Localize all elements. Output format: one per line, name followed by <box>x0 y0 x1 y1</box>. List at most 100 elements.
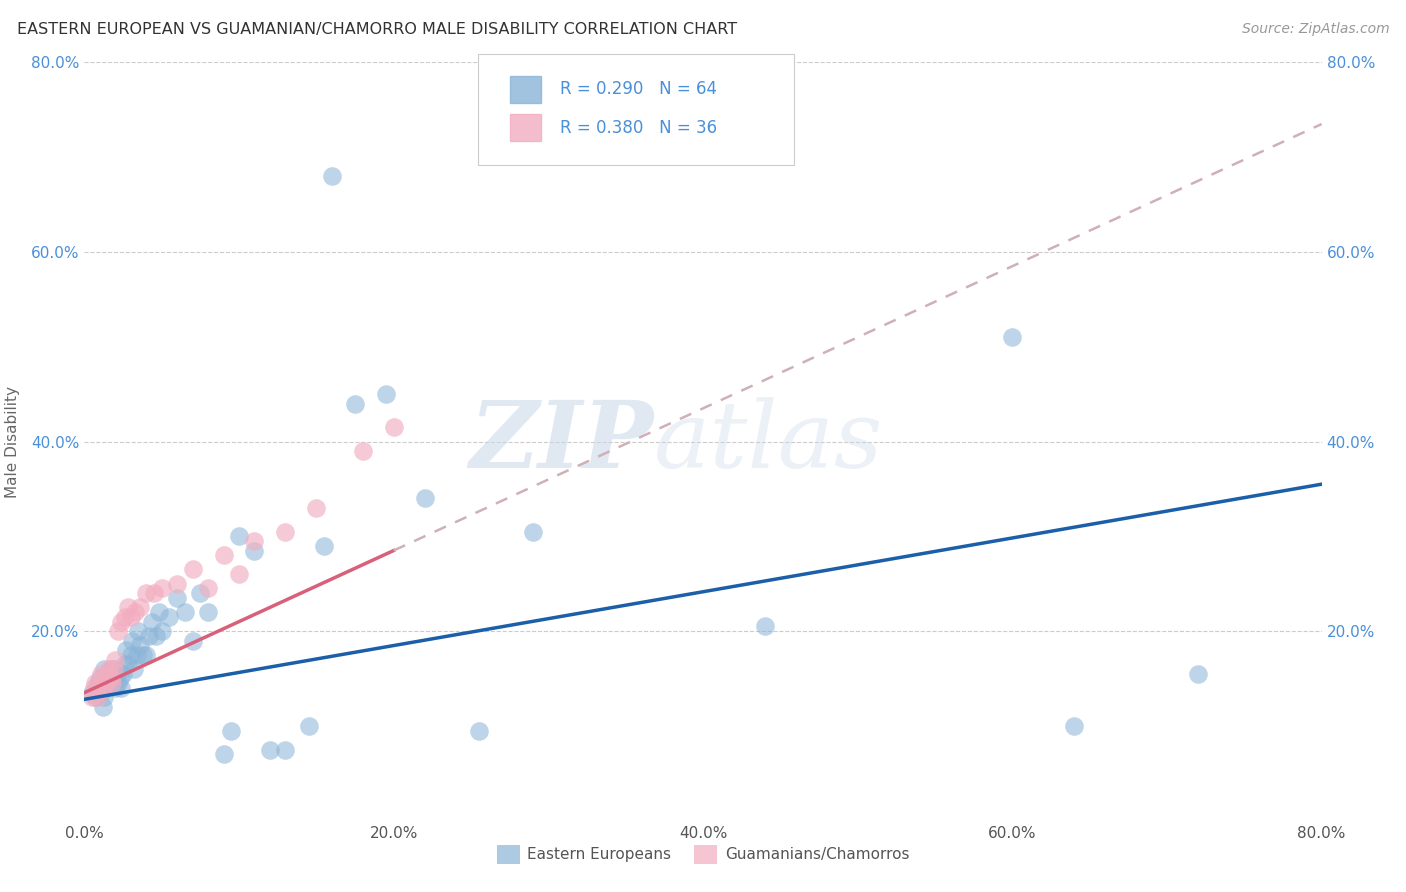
Point <box>103 662 125 676</box>
Point <box>94 676 117 690</box>
Point <box>181 633 204 648</box>
Point <box>143 586 166 600</box>
Point <box>125 648 148 662</box>
Point <box>96 666 118 681</box>
Point <box>1063 719 1085 733</box>
Point <box>1001 330 1024 344</box>
Point <box>382 420 405 434</box>
Point <box>121 633 143 648</box>
Point <box>84 690 107 705</box>
Point <box>115 643 138 657</box>
Point <box>107 676 129 690</box>
Point <box>1187 666 1209 681</box>
Point <box>82 690 104 705</box>
Point <box>91 699 114 714</box>
Point <box>141 615 163 629</box>
Point <box>129 638 152 652</box>
Point <box>228 567 250 582</box>
Point <box>98 676 121 690</box>
Text: ZIP: ZIP <box>470 397 654 486</box>
Point <box>89 676 111 690</box>
Point <box>352 444 374 458</box>
Point <box>100 672 122 686</box>
Point <box>166 576 188 591</box>
Point <box>297 719 319 733</box>
Point <box>117 657 139 672</box>
Point <box>86 681 108 695</box>
Point <box>754 619 776 633</box>
Point <box>122 662 145 676</box>
Point <box>107 624 129 639</box>
Point <box>108 672 131 686</box>
Point <box>124 605 146 619</box>
Point <box>82 686 104 700</box>
Point <box>120 648 142 662</box>
Point <box>91 672 114 686</box>
Point <box>98 662 121 676</box>
Point <box>101 676 124 690</box>
Point <box>181 562 204 576</box>
Point <box>138 629 160 643</box>
Point <box>90 686 112 700</box>
Point <box>96 672 118 686</box>
Point <box>127 624 149 639</box>
Legend: Eastern Europeans, Guamanians/Chamorros: Eastern Europeans, Guamanians/Chamorros <box>491 839 915 870</box>
Point <box>135 648 157 662</box>
Point <box>117 600 139 615</box>
Point <box>321 169 343 184</box>
Point <box>243 543 266 558</box>
Text: Source: ZipAtlas.com: Source: ZipAtlas.com <box>1241 22 1389 37</box>
Point <box>112 666 135 681</box>
Point <box>89 672 111 686</box>
Point <box>274 524 297 539</box>
Point <box>104 662 127 676</box>
Point <box>132 648 155 662</box>
Point <box>129 600 152 615</box>
Point <box>243 534 266 549</box>
Point <box>100 662 122 676</box>
Point <box>87 690 110 705</box>
Point <box>96 666 118 681</box>
Point <box>212 548 235 563</box>
Point <box>212 747 235 762</box>
Point <box>105 666 128 681</box>
Point <box>120 610 142 624</box>
Text: R = 0.290   N = 64: R = 0.290 N = 64 <box>560 80 717 98</box>
Point <box>104 681 127 695</box>
Point <box>413 491 436 506</box>
Y-axis label: Male Disability: Male Disability <box>4 385 20 498</box>
Point <box>174 605 197 619</box>
Point <box>150 624 173 639</box>
Point <box>114 610 136 624</box>
Point <box>159 610 180 624</box>
Text: EASTERN EUROPEAN VS GUAMANIAN/CHAMORRO MALE DISABILITY CORRELATION CHART: EASTERN EUROPEAN VS GUAMANIAN/CHAMORRO M… <box>17 22 737 37</box>
Point <box>374 387 398 401</box>
Point <box>93 681 115 695</box>
Point <box>135 586 157 600</box>
Point <box>104 652 127 666</box>
Point <box>110 681 132 695</box>
Point <box>83 681 105 695</box>
Point <box>94 676 117 690</box>
Point <box>86 686 108 700</box>
Point <box>84 676 107 690</box>
Point <box>166 591 188 605</box>
Point <box>114 657 136 672</box>
Point <box>228 529 250 543</box>
Point <box>188 586 211 600</box>
Point <box>467 723 491 738</box>
Point <box>312 539 335 553</box>
Point <box>219 723 242 738</box>
Point <box>87 676 110 690</box>
Point <box>274 742 297 756</box>
Point <box>150 582 173 596</box>
Point <box>93 690 115 705</box>
Point <box>305 500 328 515</box>
Point <box>197 605 219 619</box>
Point <box>98 672 121 686</box>
Text: R = 0.380   N = 36: R = 0.380 N = 36 <box>560 119 717 136</box>
Point <box>522 524 544 539</box>
Point <box>90 666 112 681</box>
Point <box>103 672 125 686</box>
Point <box>101 666 124 681</box>
